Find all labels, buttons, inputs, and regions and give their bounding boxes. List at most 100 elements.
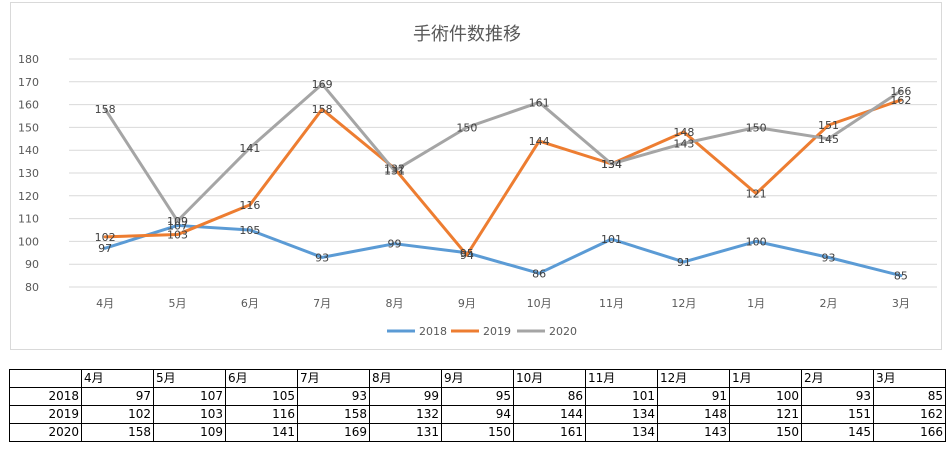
x-tick-label: 4月 (96, 297, 114, 310)
table-cell: 166 (873, 423, 946, 442)
y-tick-label: 150 (18, 121, 39, 134)
data-label: 109 (167, 215, 188, 228)
table-cell: 116 (225, 405, 298, 424)
data-table: 4月 5月 6月 7月 8月 9月 10月 11月 12月 1月 2月 3月 2018 97 107 105 9… (9, 369, 946, 442)
legend: 2018 2019 2020 (387, 325, 577, 338)
data-label: 105 (239, 224, 260, 237)
data-label: 101 (601, 233, 622, 246)
table-cell: 162 (873, 405, 946, 424)
y-tick-label: 140 (18, 144, 39, 157)
data-label: 99 (388, 238, 402, 251)
table-cell: 161 (513, 423, 586, 442)
table-cell: 150 (729, 423, 802, 442)
table-header-cell: 4月 (81, 369, 154, 388)
table-header-cell: 1月 (729, 369, 802, 388)
y-tick-label: 90 (25, 258, 39, 271)
table-cell: 150 (441, 423, 514, 442)
y-axis-tick-labels: 80 90 100 110 120 130 140 150 160 170 180 (18, 53, 39, 294)
table-header-row: 4月 5月 6月 7月 8月 9月 10月 11月 12月 1月 2月 3月 (9, 369, 946, 388)
data-label: 166 (890, 85, 911, 98)
table-header-cell: 8月 (369, 369, 442, 388)
table-cell: 109 (153, 423, 226, 442)
data-label: 150 (746, 121, 767, 134)
data-label: 95 (460, 247, 474, 260)
table-row-label: 2020 (9, 423, 82, 442)
x-tick-label: 10月 (527, 297, 552, 310)
data-label: 144 (529, 135, 550, 148)
x-tick-label: 5月 (169, 297, 187, 310)
y-tick-label: 170 (18, 76, 39, 89)
table-cell: 134 (585, 423, 658, 442)
data-label: 161 (529, 96, 550, 109)
table-row-label: 2018 (9, 387, 82, 406)
table-corner-cell (9, 369, 82, 388)
table-cell: 99 (369, 387, 442, 406)
data-label: 134 (601, 158, 622, 171)
table-cell: 107 (153, 387, 226, 406)
table-cell: 97 (81, 387, 154, 406)
y-tick-label: 100 (18, 235, 39, 248)
table-header-cell: 9月 (441, 369, 514, 388)
table-cell: 158 (297, 405, 370, 424)
data-label: 131 (384, 165, 405, 178)
table-cell: 85 (873, 387, 946, 406)
table-cell: 86 (513, 387, 586, 406)
data-label: 86 (532, 267, 546, 280)
data-label: 148 (673, 126, 694, 139)
table-cell: 93 (297, 387, 370, 406)
table-cell: 141 (225, 423, 298, 442)
data-label: 91 (677, 256, 691, 269)
table-cell: 121 (729, 405, 802, 424)
data-label: 85 (894, 270, 908, 283)
table-cell: 91 (657, 387, 730, 406)
data-label: 169 (312, 78, 333, 91)
chart-area: 手術件数推移 80 90 100 110 120 130 140 150 160 170 180 4… (10, 2, 942, 350)
table-cell: 148 (657, 405, 730, 424)
table-cell: 151 (801, 405, 874, 424)
data-label: 143 (673, 137, 694, 150)
x-tick-label: 9月 (458, 297, 476, 310)
legend-label: 2018 (419, 325, 447, 338)
table-cell: 95 (441, 387, 514, 406)
series-line-2019 (103, 98, 903, 257)
table-row: 2018 97 107 105 93 99 95 86 101 91 100 93 85 (9, 387, 946, 406)
table-cell: 143 (657, 423, 730, 442)
data-label: 93 (822, 251, 836, 264)
x-tick-label: 2月 (820, 297, 838, 310)
legend-label: 2019 (483, 325, 511, 338)
table-cell: 101 (585, 387, 658, 406)
y-tick-label: 110 (18, 213, 39, 226)
table-row-label: 2019 (9, 405, 82, 424)
x-tick-label: 6月 (241, 297, 259, 310)
data-labels: 97 107 105 93 99 95 86 101 91 100 93 85 102 103 116 158… (95, 78, 912, 283)
data-label: 93 (315, 251, 329, 264)
y-tick-label: 130 (18, 167, 39, 180)
table-cell: 134 (585, 405, 658, 424)
legend-label: 2020 (549, 325, 577, 338)
x-tick-label: 8月 (386, 297, 404, 310)
table-header-cell: 10月 (513, 369, 586, 388)
table-cell: 145 (801, 423, 874, 442)
data-label: 116 (239, 199, 260, 212)
table-cell: 169 (297, 423, 370, 442)
data-label: 97 (98, 242, 112, 255)
x-tick-label: 1月 (747, 297, 765, 310)
table-cell: 105 (225, 387, 298, 406)
data-label: 151 (818, 119, 839, 132)
x-axis-tick-labels: 4月 5月 6月 7月 8月 9月 10月 11月 12月 1月 2月 3月 (96, 297, 910, 310)
table-row: 2019 102 103 116 158 132 94 144 134 148 121 151 162 (9, 405, 946, 424)
table-cell: 144 (513, 405, 586, 424)
y-tick-label: 160 (18, 99, 39, 112)
data-label: 162 (890, 94, 911, 107)
data-label: 103 (167, 229, 188, 242)
x-tick-label: 12月 (671, 297, 696, 310)
table-cell: 93 (801, 387, 874, 406)
table-header-cell: 12月 (657, 369, 730, 388)
table-header-cell: 5月 (153, 369, 226, 388)
table-cell: 131 (369, 423, 442, 442)
table-cell: 158 (81, 423, 154, 442)
data-label: 158 (312, 103, 333, 116)
x-tick-label: 7月 (313, 297, 331, 310)
series-lines (103, 82, 903, 278)
data-label: 121 (746, 188, 767, 201)
